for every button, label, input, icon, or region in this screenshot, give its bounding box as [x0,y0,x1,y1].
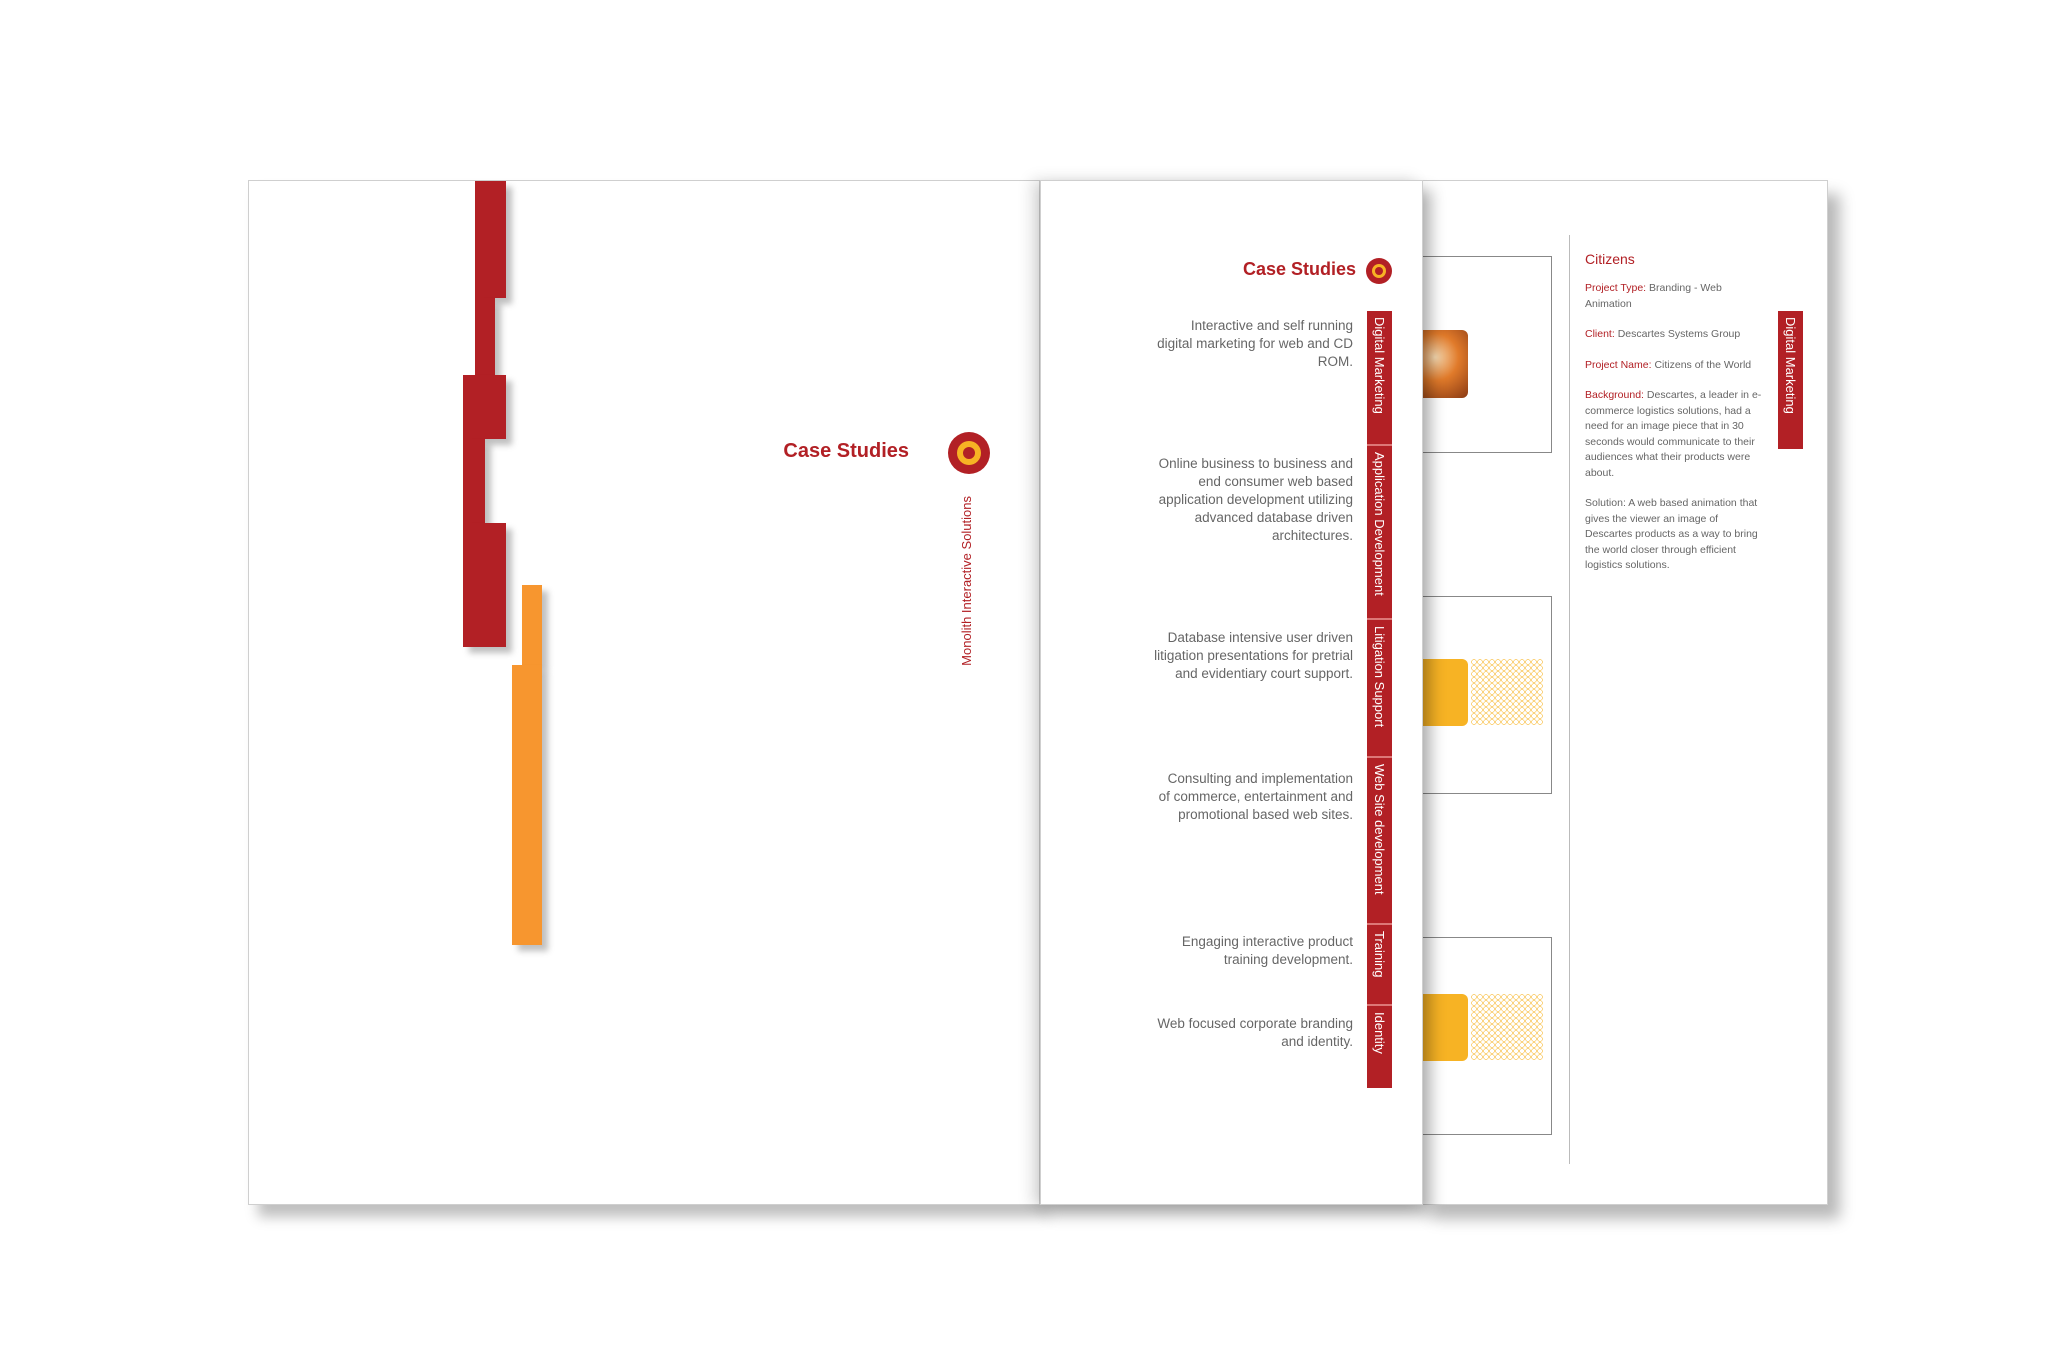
client-label: Client: [1585,328,1615,340]
cover-title: Case Studies [783,440,909,462]
service-description: Consulting and implementation of commerc… [1158,771,1353,822]
case-study-page: Citizens Project Type: Branding - Web An… [1420,180,1828,1205]
service-description: Interactive and self running digital mar… [1157,318,1353,369]
red-bar [463,439,485,523]
background-label: Background: [1585,389,1644,401]
case-details: Project Type: Branding - Web Animation C… [1585,281,1765,589]
tab-label: Litigation Support [1372,626,1387,728]
solution: Solution: A web based animation that giv… [1585,497,1758,571]
tab-label: Web Site development [1372,764,1387,895]
overview-title: Case Studies [1242,259,1356,279]
red-bar [475,298,495,375]
tab-label: Digital Marketing [1783,317,1798,414]
red-bar [475,181,506,298]
dot-pattern [1471,994,1543,1060]
thumbnail-frame [1421,937,1552,1135]
tab-digital-marketing[interactable]: Digital Marketing [1367,311,1392,446]
tab-application-development[interactable]: Application Development [1367,446,1392,620]
project-type-label: Project Type: [1585,282,1647,294]
background: Descartes, a leader in e-commerce logist… [1585,389,1762,479]
red-bar [463,375,506,439]
photo-thumbnail [1421,330,1468,398]
yellow-thumbnail [1421,994,1468,1061]
tab-label: Training [1372,931,1387,978]
target-logo-icon [948,432,990,474]
orange-bar [522,585,542,665]
tab-web-site-development[interactable]: Web Site development [1367,758,1392,925]
dot-pattern [1471,659,1543,725]
orange-bar [512,665,542,945]
red-bar [463,523,506,647]
thumbnail-frame [1421,596,1552,794]
project-type: Branding - Web Animation [1585,282,1722,310]
divider [1569,235,1570,1164]
tab-litigation-support[interactable]: Litigation Support [1367,620,1392,758]
service-description: Online business to business and end cons… [1158,456,1353,543]
cover-page: Case Studies Monolith Interactive Soluti… [248,180,1040,1205]
tab-identity[interactable]: Identity [1367,1006,1392,1088]
cover-subtitle: Monolith Interactive Solutions [959,496,974,666]
case-title: Citizens [1585,251,1635,267]
service-description: Database intensive user driven litigatio… [1154,630,1353,681]
yellow-thumbnail [1421,659,1468,726]
thumbnail-frame [1421,256,1552,453]
project-name: Citizens of the World [1654,358,1752,371]
overview-page: Case Studies Interactive and self runnin… [1040,180,1423,1205]
case-tab-digital-marketing[interactable]: Digital Marketing [1778,311,1803,449]
service-description: Web focused corporate branding and ident… [1157,1016,1353,1049]
target-logo-icon [1366,258,1392,284]
client: Descartes Systems Group [1617,328,1741,340]
tab-label: Application Development [1372,452,1387,596]
tab-training[interactable]: Training [1367,925,1392,1006]
tab-label: Identity [1372,1012,1387,1054]
project-name-label: Project Name: [1585,358,1652,371]
tab-label: Digital Marketing [1372,317,1387,414]
service-description: Engaging interactive product training de… [1181,934,1353,967]
